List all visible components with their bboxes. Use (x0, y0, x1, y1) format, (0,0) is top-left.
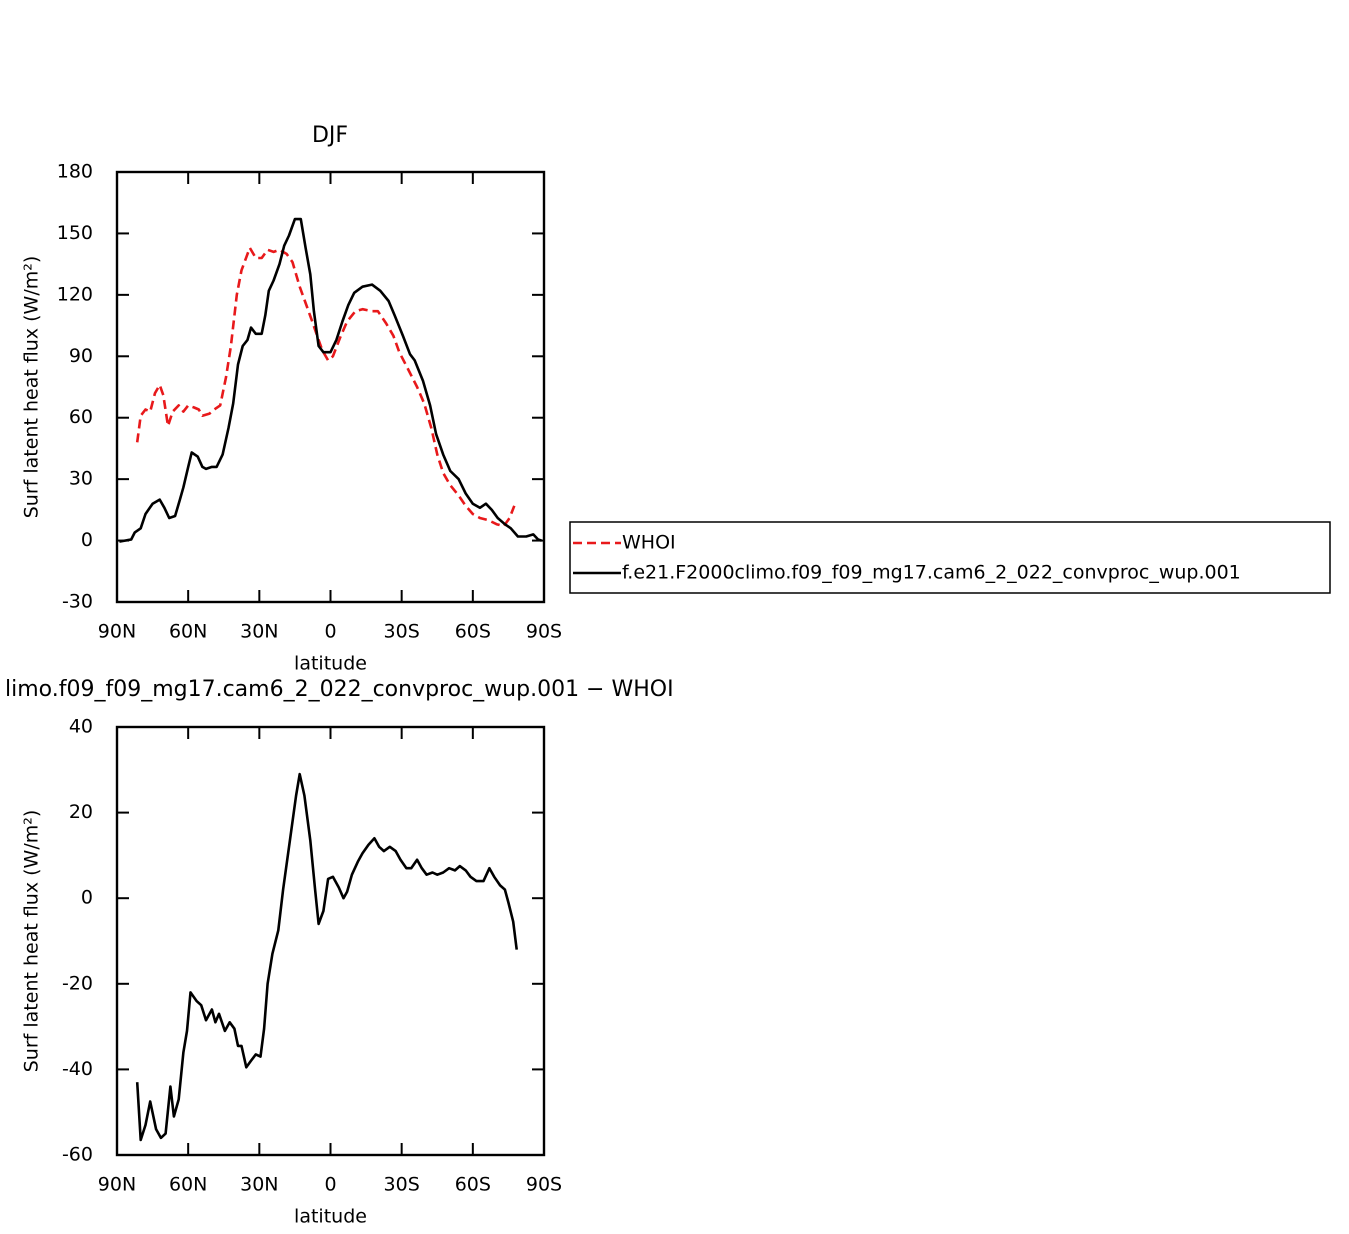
x-tick-label: 90S (526, 1174, 562, 1196)
y-tick-label: 90 (69, 345, 93, 367)
chart-title: DJF (312, 123, 348, 148)
x-tick-label: 30N (240, 1174, 278, 1196)
data-line (119, 217, 542, 543)
y-tick-label: -40 (62, 1058, 93, 1080)
x-tick-label: 60N (169, 1174, 207, 1196)
chart-title: limo.f09_f09_mg17.cam6_2_022_convproc_wu… (5, 677, 674, 702)
x-axis-label: latitude (294, 653, 367, 675)
y-tick-label: 60 (69, 406, 93, 428)
legend-label: WHOI (622, 532, 676, 554)
plot-frame (115, 170, 546, 604)
y-tick-label: 0 (81, 887, 93, 909)
x-tick-label: 90N (98, 621, 136, 643)
data-line (135, 246, 516, 528)
y-tick-label: 180 (57, 161, 93, 183)
y-tick-label: -30 (62, 591, 93, 613)
plot-frame (115, 725, 546, 1157)
x-tick-label: 60S (455, 621, 491, 643)
y-axis-label: Surf latent heat flux (W/m²) (21, 810, 43, 1073)
x-tick-label: 90S (526, 621, 562, 643)
x-tick-label: 30S (384, 621, 420, 643)
legend-label: f.e21.F2000climo.f09_f09_mg17.cam6_2_022… (622, 562, 1241, 584)
x-tick-label: 60S (455, 1174, 491, 1196)
y-tick-label: 0 (81, 529, 93, 551)
y-tick-label: 150 (57, 222, 93, 244)
y-axis-label: Surf latent heat flux (W/m²) (21, 256, 43, 519)
y-tick-label: -20 (62, 972, 93, 994)
legend: WHOI f.e21.F2000climo.f09_f09_mg17.cam6_2… (569, 521, 1331, 594)
legend-box (569, 521, 1331, 594)
x-tick-label: 30S (384, 1174, 420, 1196)
y-tick-label: 40 (69, 716, 93, 738)
y-tick-label: 30 (69, 468, 93, 490)
panel: DJF latitude Surf latent heat flux (W/m²) -… (21, 123, 1331, 675)
x-tick-label: 60N (169, 621, 207, 643)
y-tick-label: 120 (57, 283, 93, 305)
y-tick-label: -60 (62, 1144, 93, 1166)
x-tick-label: 90N (98, 1174, 136, 1196)
x-tick-label: 30N (240, 621, 278, 643)
y-tick-label: 20 (69, 801, 93, 823)
data-line (135, 772, 518, 1142)
x-tick-label: 0 (324, 1174, 336, 1196)
x-tick-label: 0 (324, 621, 336, 643)
panel: limo.f09_f09_mg17.cam6_2_022_convproc_wu… (5, 677, 674, 1228)
x-axis-label: latitude (294, 1206, 367, 1228)
